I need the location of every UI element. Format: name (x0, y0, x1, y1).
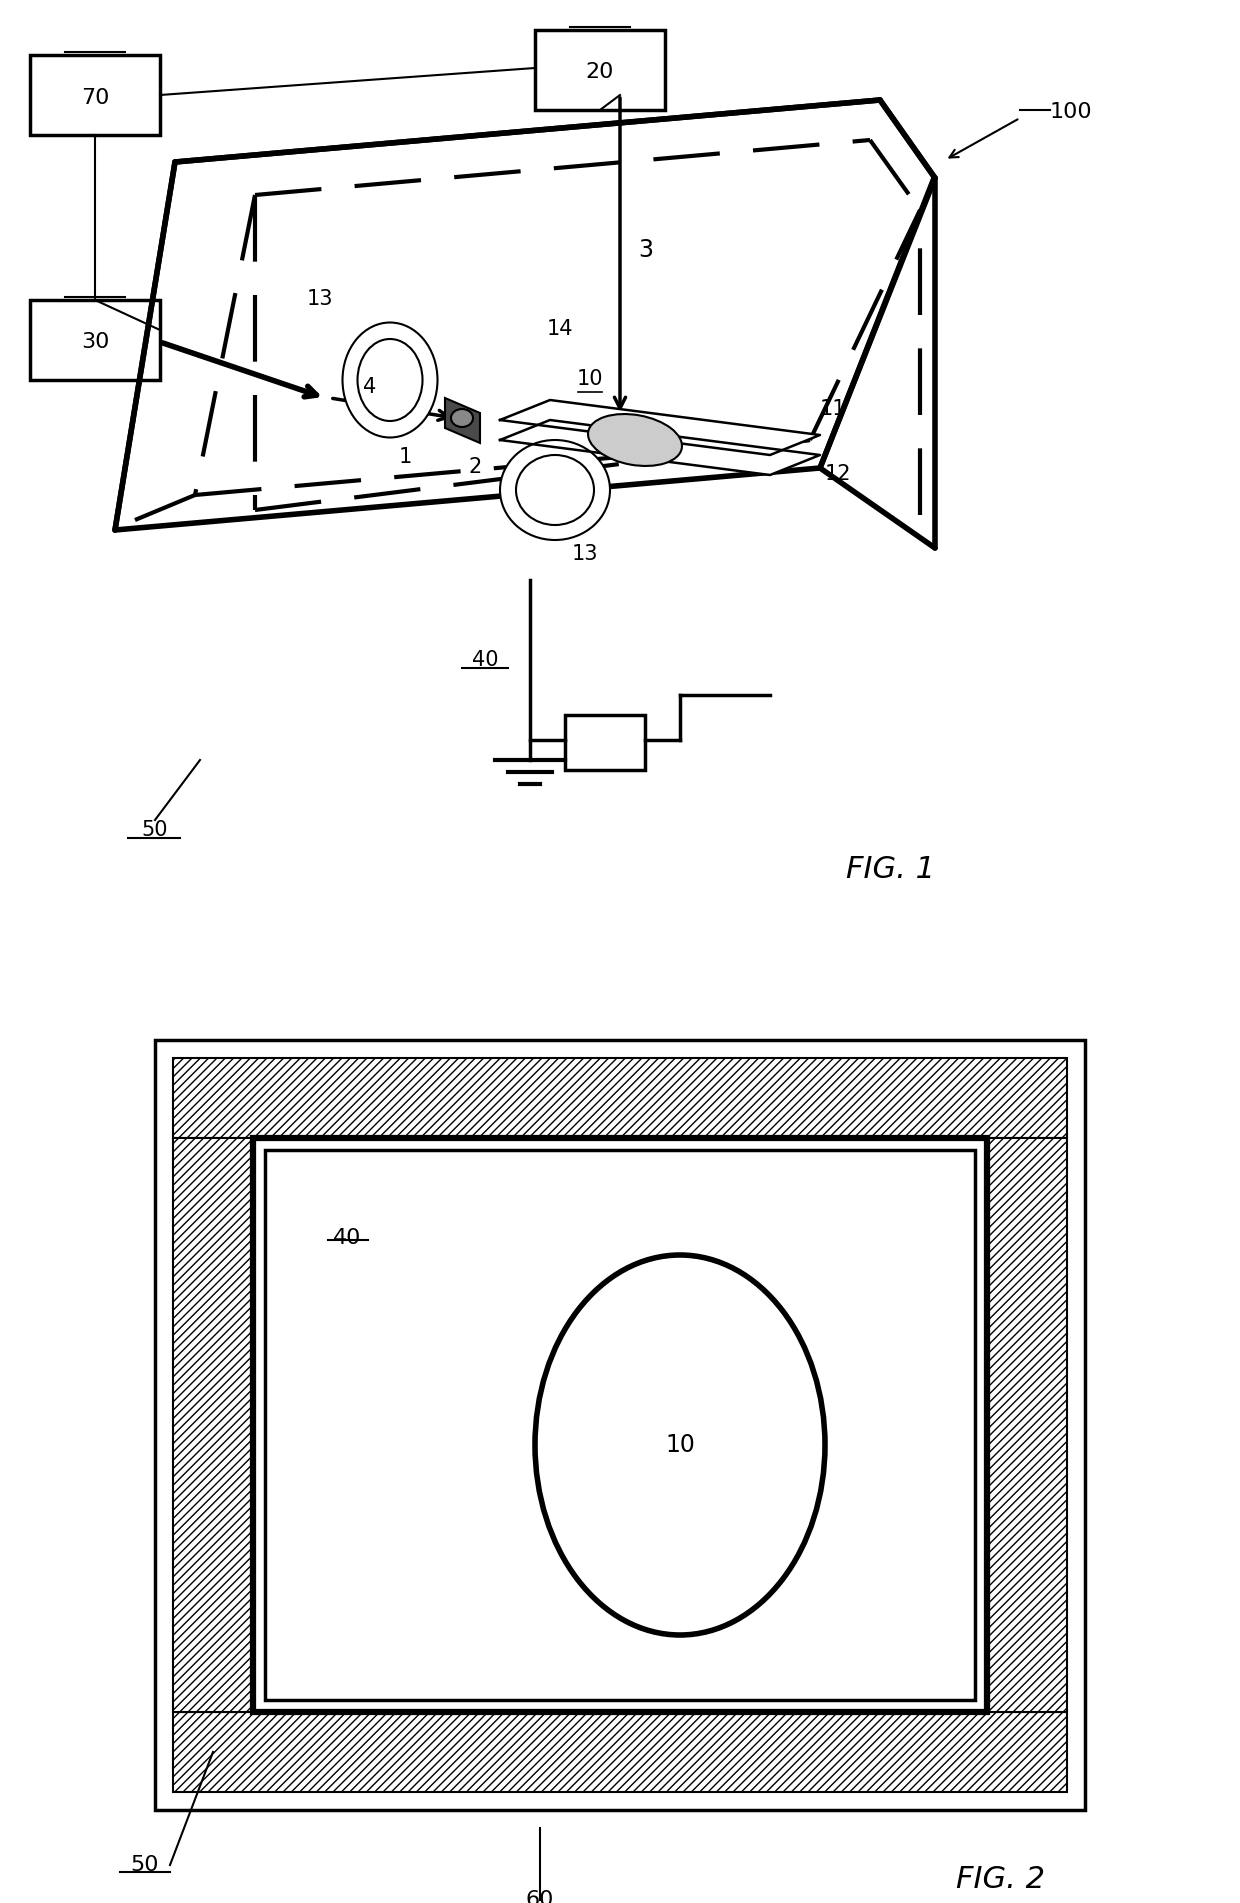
Ellipse shape (357, 339, 423, 421)
Polygon shape (500, 400, 820, 455)
Text: 70: 70 (81, 88, 109, 108)
Text: 10: 10 (577, 369, 603, 388)
Text: 100: 100 (1050, 103, 1092, 122)
Text: 40: 40 (471, 651, 498, 670)
Text: 11: 11 (820, 400, 847, 419)
Text: 40: 40 (334, 1227, 361, 1248)
FancyBboxPatch shape (174, 1138, 253, 1713)
Text: 13: 13 (306, 289, 334, 308)
Text: 30: 30 (81, 331, 109, 352)
Text: 10: 10 (665, 1433, 694, 1458)
Ellipse shape (342, 322, 438, 438)
Text: FIG. 1: FIG. 1 (846, 856, 935, 885)
Polygon shape (445, 398, 480, 443)
Text: 20: 20 (585, 63, 614, 82)
FancyBboxPatch shape (174, 1058, 1066, 1138)
Text: 13: 13 (572, 544, 598, 563)
FancyBboxPatch shape (30, 301, 160, 381)
Text: 60: 60 (526, 1890, 554, 1903)
Text: 14: 14 (547, 320, 573, 339)
FancyBboxPatch shape (30, 55, 160, 135)
Text: 50: 50 (130, 1855, 159, 1874)
Ellipse shape (500, 440, 610, 540)
FancyBboxPatch shape (265, 1149, 975, 1699)
Ellipse shape (451, 409, 472, 426)
FancyBboxPatch shape (155, 1041, 1085, 1810)
Text: 12: 12 (825, 464, 852, 483)
Text: 1: 1 (398, 447, 412, 466)
Text: FIG. 2: FIG. 2 (956, 1865, 1044, 1895)
Polygon shape (175, 101, 935, 468)
FancyBboxPatch shape (534, 30, 665, 110)
Polygon shape (500, 421, 820, 476)
FancyBboxPatch shape (987, 1138, 1066, 1713)
Text: 2: 2 (469, 457, 481, 478)
FancyBboxPatch shape (253, 1138, 987, 1713)
FancyBboxPatch shape (565, 716, 645, 771)
Ellipse shape (588, 415, 682, 466)
Ellipse shape (516, 455, 594, 525)
Ellipse shape (534, 1254, 825, 1635)
Text: 3: 3 (639, 238, 653, 263)
Text: 4: 4 (363, 377, 377, 398)
FancyBboxPatch shape (174, 1713, 1066, 1793)
Text: 50: 50 (141, 820, 169, 839)
